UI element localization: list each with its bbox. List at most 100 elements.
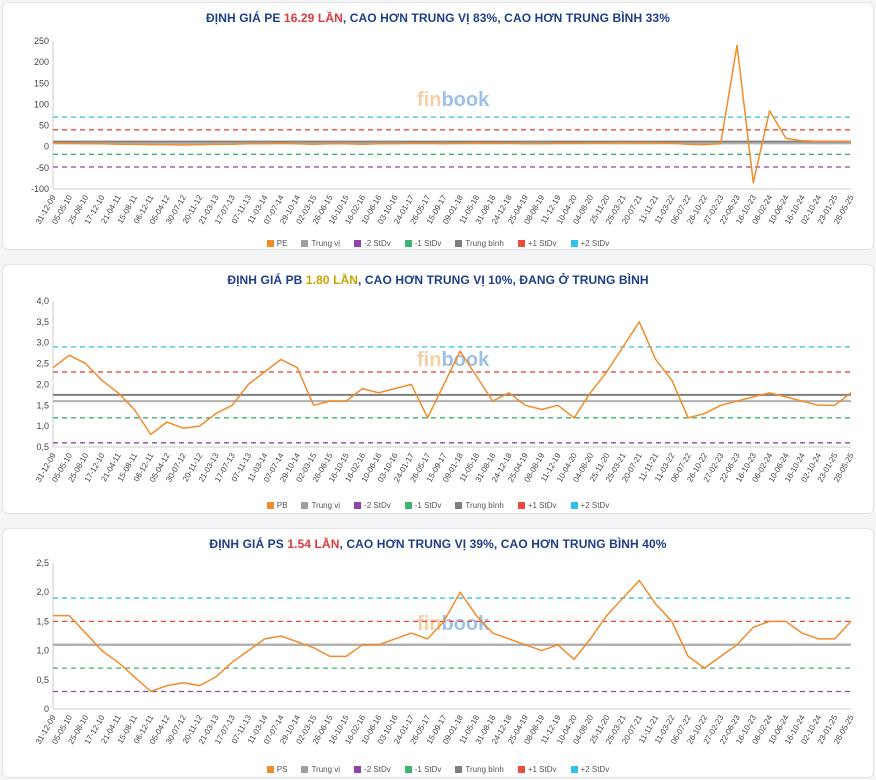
legend-item[interactable]: +1 StDv	[517, 501, 557, 510]
y-tick-label: 0,5	[36, 442, 49, 452]
y-tick-label: 200	[34, 57, 49, 67]
legend-label: +1 StDv	[527, 765, 557, 774]
y-tick-label: 0	[44, 142, 49, 152]
legend-label: Trung vị	[311, 765, 341, 774]
legend-swatch	[354, 240, 362, 247]
legend-swatch	[517, 766, 525, 773]
y-tick-label: 2,0	[36, 379, 49, 389]
legend-item[interactable]: Trung vị	[301, 501, 340, 510]
legend-item[interactable]: +1 StDv	[517, 765, 557, 774]
pb-line-chart: 4,03,53,02,52,01,51,00,531-12-0905-05-10…	[34, 296, 856, 484]
legend-item[interactable]: +2 StDv	[570, 765, 610, 774]
legend-swatch	[266, 502, 274, 509]
ps-legend: PS Trung vị -2 StDv -1 StDv Trung bình +1 StD…	[3, 765, 873, 774]
legend-label: Trung vị	[311, 239, 341, 248]
legend-label: +1 StDv	[527, 239, 557, 248]
legend-label: -1 StDv	[414, 239, 442, 248]
legend-swatch	[517, 240, 525, 247]
legend-label: PB	[276, 501, 288, 510]
y-tick-label: 0	[44, 704, 49, 714]
ps-chart-title: ĐỊNH GIÁ PS 1.54 LẦN, CAO HƠN TRUNG VỊ 3…	[209, 537, 667, 551]
legend-swatch	[266, 766, 274, 773]
legend-swatch	[404, 502, 412, 509]
legend-item[interactable]: PS	[266, 765, 288, 774]
y-tick-label: 2,0	[36, 587, 49, 597]
legend-swatch	[354, 502, 362, 509]
legend-item[interactable]: Trung bình	[455, 239, 504, 248]
legend-label: Trung vị	[311, 501, 341, 510]
legend-label: +1 StDv	[527, 501, 557, 510]
y-tick-label: 3,5	[36, 317, 49, 327]
legend-item[interactable]: Trung bình	[455, 765, 504, 774]
y-tick-label: 0,5	[36, 675, 49, 685]
legend-item[interactable]: -1 StDv	[404, 765, 442, 774]
legend-label: Trung bình	[465, 765, 504, 774]
pe-legend: PE Trung vị -2 StDv -1 StDv Trung bình +1 StD…	[3, 239, 873, 248]
legend-label: +2 StDv	[580, 765, 610, 774]
legend-item[interactable]: -2 StDv	[354, 501, 391, 510]
chart-plot-area: 2,52,01,51,00,5031-12-0905-05-1025-08-10…	[34, 558, 856, 746]
legend-swatch	[266, 240, 274, 247]
legend-label: PS	[276, 765, 288, 774]
legend-swatch	[404, 240, 412, 247]
legend-label: -1 StDv	[414, 765, 442, 774]
legend-item[interactable]: -2 StDv	[354, 765, 391, 774]
legend-swatch	[517, 502, 525, 509]
legend-label: Trung bình	[465, 239, 504, 248]
legend-label: -2 StDv	[364, 501, 391, 510]
pb-chart-panel: ĐỊNH GIÁ PB 1.80 LẦN, CAO HƠN TRUNG VỊ 1…	[2, 264, 874, 514]
chart-plot-area: 4,03,53,02,52,01,51,00,531-12-0905-05-10…	[34, 296, 856, 484]
y-tick-label: -100	[31, 184, 49, 194]
pb-chart-title: ĐỊNH GIÁ PB 1.80 LẦN, CAO HƠN TRUNG VỊ 1…	[227, 273, 649, 287]
legend-item[interactable]: -1 StDv	[404, 501, 441, 510]
pb-series-line	[52, 321, 852, 436]
ps-line-chart: 2,52,01,51,00,5031-12-0905-05-1025-08-10…	[34, 558, 856, 746]
y-tick-label: 1,5	[36, 616, 49, 626]
legend-label: +2 StDv	[580, 239, 610, 248]
legend-item[interactable]: Trung vị	[301, 239, 340, 248]
legend-swatch	[455, 502, 463, 509]
legend-item[interactable]: Trung bình	[455, 501, 504, 510]
legend-item[interactable]: PE	[266, 239, 288, 248]
ps-chart-panel: ĐỊNH GIÁ PS 1.54 LẦN, CAO HƠN TRUNG VỊ 3…	[2, 528, 874, 778]
pb-legend: PB Trung vị -2 StDv -1 StDv Trung bình +1 StD…	[3, 501, 873, 510]
y-tick-label: 100	[34, 99, 49, 109]
y-tick-label: 150	[34, 78, 49, 88]
legend-label: PE	[276, 239, 288, 248]
y-tick-label: -50	[36, 163, 49, 173]
legend-label: +2 StDv	[580, 501, 610, 510]
ps-series-line	[53, 579, 852, 693]
y-tick-label: 250	[34, 36, 49, 46]
legend-swatch	[404, 766, 412, 773]
legend-swatch	[570, 502, 578, 509]
legend-swatch	[570, 766, 578, 773]
legend-item[interactable]: +2 StDv	[570, 239, 610, 248]
legend-swatch	[455, 240, 463, 247]
pe-chart-title: ĐỊNH GIÁ PE 16.29 LẦN, CAO HƠN TRUNG VỊ …	[206, 11, 670, 25]
y-tick-label: 3,0	[36, 338, 49, 348]
legend-swatch	[354, 766, 362, 773]
legend-swatch	[570, 240, 578, 247]
legend-label: -2 StDv	[364, 765, 391, 774]
chart-plot-area: 250200150100500-50-10031-12-0905-05-1025…	[31, 36, 856, 226]
pe-chart-panel: ĐỊNH GIÁ PE 16.29 LẦN, CAO HƠN TRUNG VỊ …	[2, 2, 874, 250]
y-tick-label: 1,5	[36, 400, 49, 410]
legend-swatch	[301, 240, 309, 247]
y-tick-label: 50	[39, 121, 49, 131]
legend-item[interactable]: PB	[266, 501, 288, 510]
legend-item[interactable]: -1 StDv	[404, 239, 442, 248]
pe-series-line	[52, 44, 851, 184]
legend-item[interactable]: +2 StDv	[570, 501, 610, 510]
watermark-logo: finbook	[417, 89, 490, 111]
legend-item[interactable]: Trung vị	[301, 765, 340, 774]
y-tick-label: 2,5	[36, 558, 49, 568]
legend-label: Trung bình	[465, 501, 504, 510]
y-tick-label: 1,0	[36, 646, 49, 656]
y-tick-label: 4,0	[36, 296, 49, 306]
legend-label: -2 StDv	[364, 239, 391, 248]
legend-item[interactable]: +1 StDv	[517, 239, 557, 248]
y-tick-label: 1,0	[36, 421, 49, 431]
y-tick-label: 2,5	[36, 359, 49, 369]
legend-item[interactable]: -2 StDv	[354, 239, 391, 248]
watermark-logo: finbook	[417, 613, 490, 635]
